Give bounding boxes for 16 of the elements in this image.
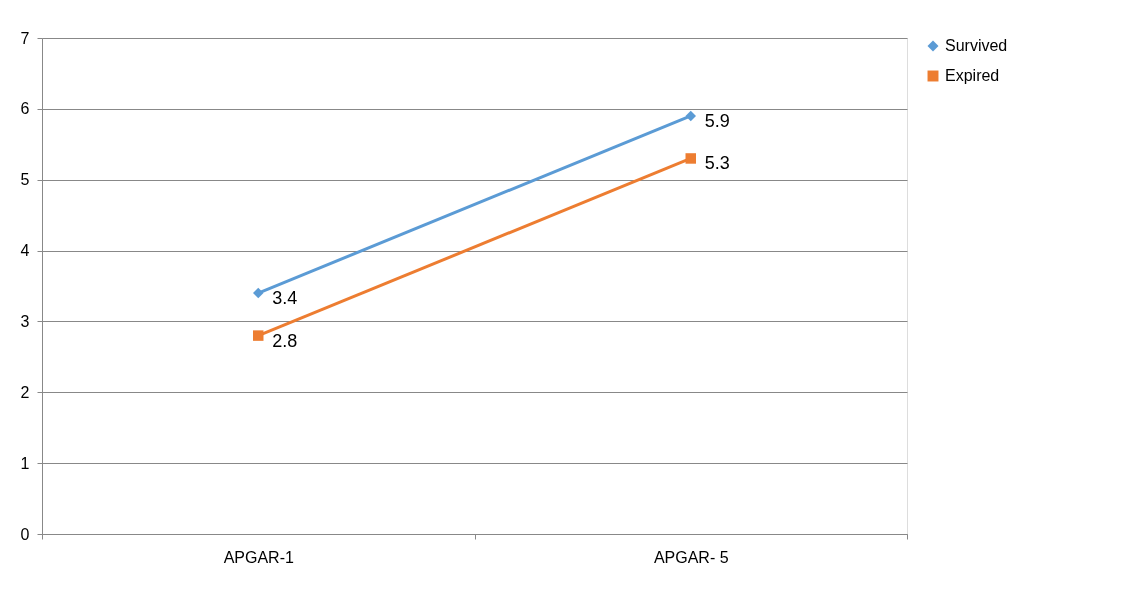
data-label: 2.8: [272, 330, 298, 351]
legend-label: Expired: [945, 67, 1000, 84]
data-label: 5.3: [704, 153, 730, 174]
y-tick-label: 5: [20, 171, 30, 189]
y-tick-label: 3: [20, 312, 30, 330]
y-tick-label: 2: [20, 383, 30, 401]
legend-label: Survived: [945, 37, 1008, 54]
y-tick-label: 0: [20, 525, 30, 543]
y-tick-label: 7: [20, 29, 30, 47]
y-tick-label: 6: [20, 100, 30, 118]
x-tick-label: APGAR-1: [223, 548, 294, 566]
data-label: 3.4: [272, 288, 298, 309]
x-tick-label: APGAR- 5: [653, 548, 729, 566]
y-tick-label: 1: [20, 454, 30, 472]
y-tick-label: 4: [20, 242, 30, 260]
data-label: 5.9: [704, 110, 730, 131]
